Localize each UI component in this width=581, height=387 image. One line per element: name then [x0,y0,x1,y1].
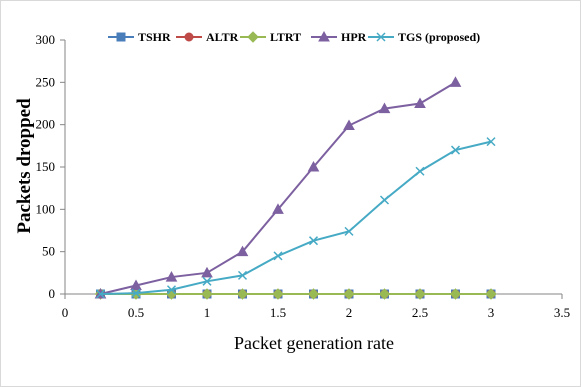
legend-marker [116,32,126,42]
data-point-ltrt [201,288,213,300]
x-tick-label: 2.5 [412,305,428,320]
series-layer [94,76,497,300]
legend-entry-tgs-proposed: TGS (proposed) [368,30,480,44]
series-line-tgs-proposed [100,140,492,295]
legend-label: TGS (proposed) [398,30,480,44]
x-tick-label: 1.5 [270,305,286,320]
data-point-tgs-proposed [202,276,212,286]
legend-marker [184,32,194,42]
x-marker-stroke [131,288,141,298]
data-point-hpr [343,119,355,131]
x-marker-stroke [450,145,461,155]
data-point-hpr [272,203,284,214]
legend-marker [318,30,330,42]
y-tick-label: 100 [36,201,56,216]
data-point-tgs-proposed [450,145,461,155]
x-marker-stroke [308,236,319,246]
data-point-ltrt [485,288,497,300]
data-point-hpr [414,97,426,108]
data-point-tgs-proposed [166,285,177,295]
legend-label: HPR [341,30,367,44]
data-point-tgs-proposed [415,166,425,176]
x-marker-stroke [379,195,390,205]
x-marker-stroke [237,270,248,280]
series-tgs-proposed [95,137,496,299]
data-point-hpr [236,245,249,257]
x-axis-ticks: 0 0.5 1 1.5 2 2.5 3 3.5 [62,294,570,320]
data-point-hpr [130,279,142,291]
series-hpr [94,76,462,299]
x-marker-stroke [344,226,354,236]
data-point-ltrt [236,288,249,300]
data-point-ltrt [449,288,462,300]
y-tick-label: 50 [42,244,55,259]
x-marker-stroke [166,285,177,295]
data-point-tgs-proposed [308,236,319,246]
data-point-ltrt [307,288,320,300]
x-marker-stroke [415,166,425,176]
y-tick-label: 200 [36,117,56,132]
x-marker-stroke [273,251,283,261]
data-point-ltrt [343,288,355,300]
x-marker-stroke [202,276,212,286]
data-point-tgs-proposed [379,195,390,205]
legend-entry-ltrt: LTRT [240,30,301,44]
data-point-tgs-proposed [131,288,141,298]
data-point-ltrt [378,288,391,300]
legend: TSHR ALTR LTRT HPR TGS (proposed) [108,30,480,44]
legend-marker [376,32,386,42]
legend-label: ALTR [206,30,239,44]
legend-marker [247,31,259,43]
data-point-tgs-proposed [344,226,354,236]
x-tick-label: 3.5 [554,305,570,320]
data-point-hpr [201,266,213,278]
x-marker-stroke [376,32,386,42]
legend-label: LTRT [270,30,301,44]
x-tick-label: 0.5 [128,305,144,320]
y-tick-label: 0 [49,286,56,301]
x-marker-stroke [486,137,496,147]
y-axis-title: Packets dropped [14,98,35,234]
data-point-hpr [307,160,320,172]
x-tick-label: 2 [346,305,353,320]
x-tick-label: 1 [204,305,211,320]
legend-entry-altr: ALTR [176,30,239,44]
x-axis-title: Packet generation rate [234,333,394,353]
data-point-tgs-proposed [486,137,496,147]
data-point-ltrt [414,288,426,300]
data-point-tgs-proposed [273,251,283,261]
series-line-hpr [100,81,457,295]
legend-entry-hpr: HPR [311,30,367,44]
data-point-tgs-proposed [95,289,106,299]
x-tick-label: 3 [488,305,495,320]
y-tick-label: 250 [36,74,56,89]
x-marker-stroke [95,289,106,299]
data-point-ltrt [272,288,284,300]
x-tick-label: 0 [62,305,69,320]
y-tick-label: 150 [36,159,56,174]
data-point-hpr [449,76,462,87]
legend-label: TSHR [138,30,171,44]
y-axis-ticks: 0 50 100 150 200 250 300 [36,32,65,301]
y-tick-label: 300 [36,32,56,47]
legend-entry-tshr: TSHR [108,30,171,44]
data-point-tgs-proposed [237,270,248,280]
data-point-hpr [378,102,391,114]
data-point-hpr [165,271,178,282]
